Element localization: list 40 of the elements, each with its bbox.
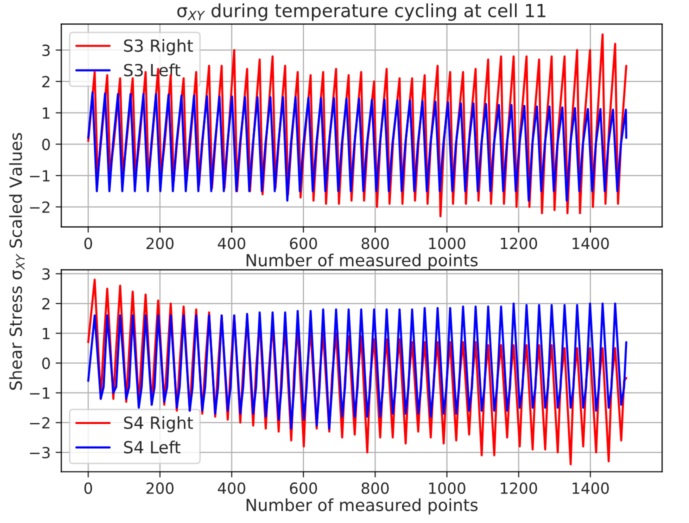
- y-tick-label: 0: [42, 358, 50, 370]
- y-tick-label: −1: [30, 388, 50, 399]
- chart-title: σ$_{XY}$ during temperature cycling at cell 11: [177, 3, 546, 21]
- line-series: [87, 91, 628, 202]
- x-tick-label: 200: [146, 238, 174, 250]
- x-tick-label: 400: [218, 238, 246, 250]
- x-tick-label: 1000: [429, 238, 466, 250]
- y-tick-label: −3: [30, 446, 50, 458]
- legend-label: S3 Right: [124, 39, 193, 56]
- y-tick-label: −2: [30, 417, 50, 428]
- x-tick-label: 1200: [500, 482, 538, 494]
- y-tick-label: 3: [42, 44, 50, 56]
- y-tick-label: 2: [42, 76, 50, 88]
- x-tick-label: 1200: [500, 238, 538, 250]
- x-tick-label: 0: [84, 238, 92, 250]
- x-axis-title: Number of measured points: [246, 254, 478, 270]
- y-tick-label: 0: [42, 138, 50, 150]
- x-tick-label: 200: [146, 482, 174, 494]
- x-tick-label: 600: [290, 482, 318, 494]
- x-tick-label: 800: [362, 238, 389, 250]
- x-tick-label: 1400: [572, 238, 609, 250]
- y-tick-label: −1: [30, 170, 50, 182]
- legend-label: S4 Right: [124, 416, 193, 432]
- y-tick-label: 2: [42, 298, 50, 310]
- y-axis-title: Shear Stress σ$_{XY}$ Scaled Values: [9, 133, 25, 390]
- x-tick-label: 600: [290, 238, 318, 250]
- x-tick-label: 1000: [429, 482, 466, 494]
- x-axis-title: Number of measured points: [246, 498, 478, 514]
- y-tick-label: −2: [30, 201, 50, 213]
- x-tick-label: 400: [218, 482, 246, 494]
- x-tick-label: 800: [362, 482, 389, 494]
- y-tick-label: 1: [42, 328, 50, 340]
- y-tick-label: 1: [42, 107, 50, 119]
- x-tick-label: 1400: [572, 482, 609, 494]
- line-series: [87, 278, 628, 466]
- legend-label: S3 Left: [124, 64, 180, 76]
- line-series: [87, 33, 628, 218]
- x-tick-label: 0: [84, 482, 92, 494]
- legend-label: S4 Left: [124, 440, 180, 454]
- y-tick-label: 3: [42, 268, 50, 280]
